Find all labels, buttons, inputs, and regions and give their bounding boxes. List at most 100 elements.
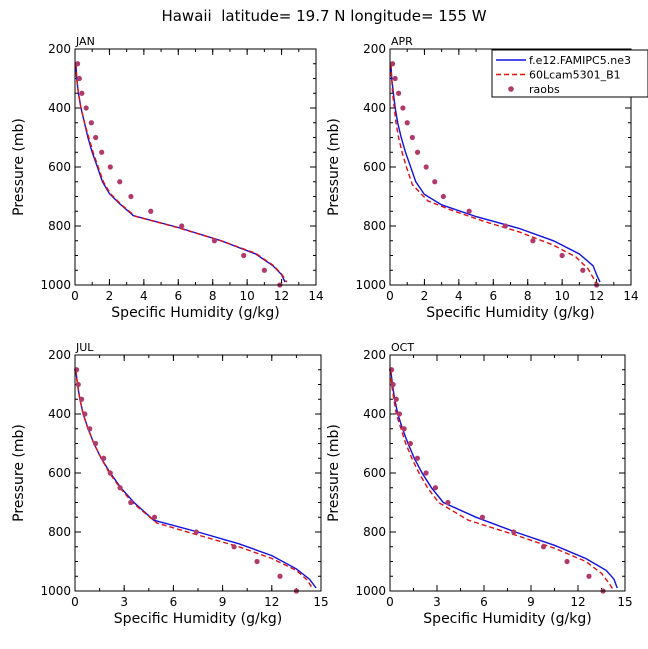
- panel-jan: 0 2 4 6 8 10 12 14 200 400 600 800 1000 JAN Specific H…: [11, 35, 324, 321]
- x-tick-label: 2: [421, 289, 429, 303]
- raobs-point: [179, 223, 185, 229]
- x-tick-label: 12: [570, 595, 585, 609]
- y-axis-label: Pressure (mb): [11, 118, 27, 216]
- raobs-point: [559, 252, 565, 259]
- legend-label: f.e12.FAMIPC5.ne3: [529, 54, 631, 67]
- raobs-point: [414, 455, 421, 461]
- raobs-point: [87, 426, 93, 432]
- model2-line: [390, 369, 615, 592]
- raobs-point: [76, 75, 82, 82]
- y-tick-label: 800: [48, 219, 71, 233]
- model1-line: [75, 369, 317, 589]
- y-tick-label: 200: [48, 348, 71, 362]
- panel-label: OCT: [391, 341, 414, 354]
- y-tick-label: 600: [363, 466, 386, 480]
- raobs-point: [404, 120, 410, 126]
- x-tick-label: 4: [455, 289, 463, 303]
- y-tick-label: 200: [363, 42, 386, 56]
- model1-line: [390, 369, 618, 589]
- raobs-point: [400, 105, 406, 111]
- x-tick-label: 2: [106, 289, 114, 303]
- legend-box: [491, 49, 648, 98]
- x-tick-label: 14: [308, 289, 323, 303]
- x-axis-label: Specific Humidity (g/kg): [423, 611, 591, 627]
- model2-line: [75, 369, 314, 590]
- raobs-point: [432, 485, 439, 491]
- x-tick-label: 9: [527, 595, 535, 609]
- raobs-point: [261, 267, 267, 273]
- panel-label: APR: [391, 35, 413, 48]
- raobs-point: [211, 238, 218, 244]
- x-tick-label: 3: [433, 595, 441, 609]
- model2-line: [390, 63, 598, 286]
- raobs-point: [423, 164, 429, 170]
- raobs-point: [231, 544, 237, 550]
- raobs-point: [193, 529, 199, 535]
- y-axis-label: Pressure (mb): [11, 424, 27, 522]
- panel-label: JUL: [75, 341, 94, 354]
- raobs-point: [396, 411, 402, 417]
- y-tick-label: 600: [48, 466, 71, 480]
- x-tick-label: 8: [209, 289, 217, 303]
- x-tick-label: 12: [274, 289, 289, 303]
- raobs-point: [530, 238, 536, 244]
- raobs-point: [580, 267, 586, 273]
- raobs-point: [393, 396, 399, 402]
- x-tick-label: 15: [313, 595, 328, 609]
- raobs-point: [401, 426, 407, 432]
- raobs-point: [445, 499, 451, 506]
- raobs-point: [564, 558, 570, 565]
- model2-line: [75, 63, 288, 283]
- y-axis-label: Pressure (mb): [326, 118, 342, 216]
- raobs-point: [128, 193, 134, 200]
- raobs-point: [277, 573, 283, 579]
- raobs-point: [107, 470, 113, 476]
- x-tick-label: 6: [489, 289, 497, 303]
- x-tick-label: 0: [386, 595, 394, 609]
- panel-jul: 0 3 6 9 12 15 200 400 600 800 1000 JUL Specific Humi…: [11, 341, 329, 627]
- x-tick-label: 0: [71, 289, 79, 303]
- raobs-point: [88, 120, 94, 126]
- model1-line: [75, 63, 286, 283]
- x-tick-label: 6: [174, 289, 182, 303]
- raobs-point: [502, 223, 508, 229]
- raobs-point: [423, 470, 429, 476]
- panel-oct: 0 3 6 9 12 15 200 400 600 800 1000 OCT Specific Humi…: [326, 341, 633, 627]
- y-tick-label: 800: [48, 525, 71, 539]
- x-tick-label: 15: [617, 595, 632, 609]
- x-tick-label: 6: [170, 595, 178, 609]
- plot-frame: [74, 354, 322, 592]
- y-tick-label: 200: [363, 348, 386, 362]
- raobs-point: [148, 208, 154, 214]
- x-axis-label: Specific Humidity (g/kg): [114, 611, 282, 627]
- y-tick-label: 400: [363, 407, 386, 421]
- raobs-point: [586, 573, 592, 579]
- raobs-point: [392, 75, 398, 82]
- raobs-point: [92, 440, 99, 447]
- y-tick-label: 200: [48, 42, 71, 56]
- raobs-point: [117, 179, 123, 185]
- model1-line: [390, 63, 601, 283]
- plot-frame: [389, 48, 632, 286]
- raobs-point: [117, 485, 123, 491]
- x-tick-label: 10: [240, 289, 255, 303]
- y-axis-label: Pressure (mb): [326, 424, 342, 522]
- raobs-point: [466, 208, 472, 214]
- raobs-point: [540, 544, 547, 550]
- x-tick-label: 6: [480, 595, 488, 609]
- panel-label: JAN: [75, 35, 95, 48]
- legend-label: raobs: [529, 83, 560, 96]
- y-tick-label: 400: [48, 101, 71, 115]
- x-tick-label: 0: [386, 289, 394, 303]
- raobs-point: [101, 455, 107, 461]
- x-tick-label: 4: [140, 289, 148, 303]
- panel-apr: 0 2 4 6 8 10 12 14 200 400 600 800 1000 APR Specific H…: [326, 35, 639, 321]
- y-tick-label: 800: [363, 525, 386, 539]
- raobs-point: [241, 252, 247, 259]
- raobs-point: [107, 164, 113, 170]
- raobs-point: [75, 381, 81, 388]
- raobs-point: [74, 61, 81, 67]
- raobs-point: [254, 558, 260, 565]
